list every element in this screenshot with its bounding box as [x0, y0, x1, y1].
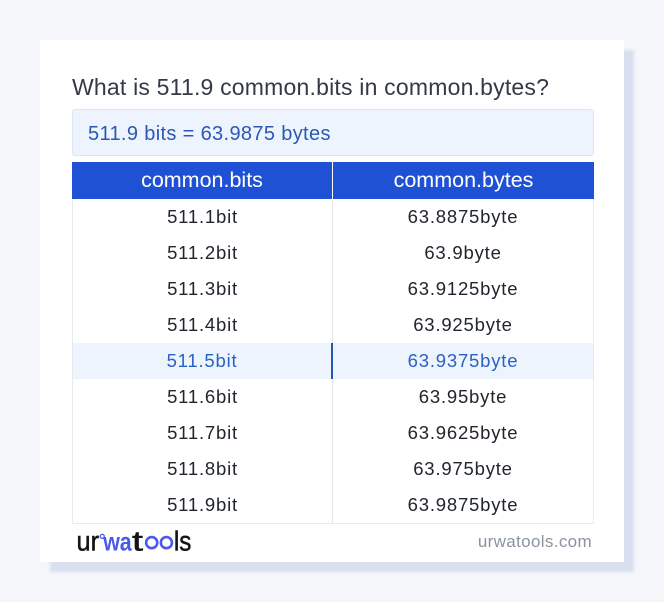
svg-text:wa: wa — [102, 526, 132, 556]
svg-text:t: t — [132, 526, 143, 556]
svg-text:ls: ls — [174, 526, 192, 556]
svg-text:ur: ur — [77, 526, 99, 556]
